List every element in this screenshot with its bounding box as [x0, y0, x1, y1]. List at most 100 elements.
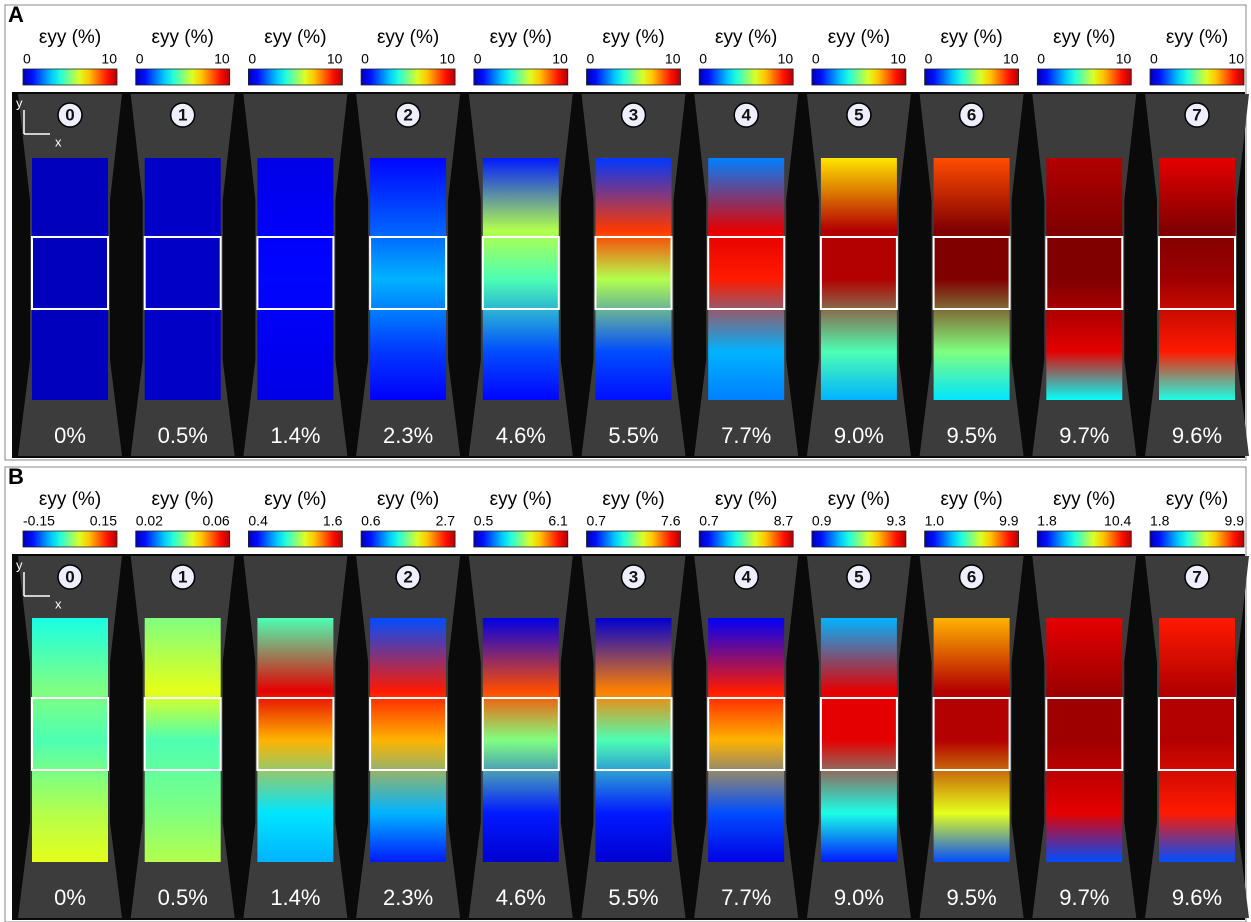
roi-box [707, 236, 786, 310]
colorbar-title: εyy (%) [828, 489, 890, 510]
strain-field [144, 618, 221, 862]
roi-box [819, 236, 898, 310]
stage-marker [395, 564, 421, 590]
colorbar-title: εyy (%) [377, 27, 439, 48]
colorbar-min: 0 [699, 51, 707, 67]
colorbar-max: 9.9 [1225, 513, 1245, 529]
stage-marker [958, 564, 985, 590]
axis-label-y: y [16, 557, 23, 572]
colorbar-title: εyy (%) [715, 27, 777, 48]
colorbar-title: εyy (%) [1053, 27, 1115, 48]
strain-field [257, 158, 334, 400]
colorbar-min: 1.8 [1037, 513, 1057, 529]
colorbar [360, 68, 456, 86]
strain-label: 1.4% [270, 885, 320, 910]
colorbar [247, 68, 343, 86]
stage-number: 2 [403, 567, 412, 586]
strain-field [32, 158, 108, 400]
colorbar-max: 0.15 [90, 513, 117, 529]
strain-label: 9.5% [947, 885, 997, 910]
strain-field [595, 158, 672, 400]
colorbar-title: εyy (%) [152, 27, 214, 48]
colorbar-max: 10 [214, 51, 230, 67]
colorbar [924, 530, 1019, 548]
stage-marker [57, 102, 83, 128]
stage-number: 7 [1192, 567, 1201, 586]
strain-field [708, 158, 785, 400]
strain-label: 7.7% [721, 423, 771, 448]
colorbar [924, 68, 1019, 86]
colorbar-max: 10 [327, 51, 343, 67]
stage-number: 6 [967, 567, 976, 586]
panel-label: A [8, 2, 24, 27]
colorbar-max: 10 [1003, 51, 1019, 67]
stage-marker [733, 564, 759, 590]
colorbar-title: εyy (%) [828, 27, 890, 48]
stage-number: 0 [65, 105, 74, 124]
roi-box [369, 697, 448, 771]
colorbar-title: εyy (%) [490, 489, 552, 510]
colorbar-title: εyy (%) [39, 27, 101, 48]
strain-field [1046, 618, 1123, 862]
colorbar-title: εyy (%) [264, 27, 326, 48]
stage-number: 5 [854, 105, 863, 124]
axis-arrows [23, 110, 50, 135]
stage-number: 6 [967, 105, 976, 124]
stage-marker [958, 102, 985, 128]
colorbar-min: 0 [248, 51, 256, 67]
strain-label: 2.3% [383, 423, 433, 448]
stage-number: 3 [629, 105, 638, 124]
stage-number: 1 [178, 567, 187, 586]
roi-box [143, 236, 222, 310]
strain-field [370, 158, 447, 400]
colorbar-min: 0.5 [474, 513, 494, 529]
strain-label: 4.6% [496, 885, 546, 910]
colorbar [1036, 68, 1132, 86]
strain-field [820, 158, 897, 400]
strain-field [708, 618, 785, 862]
colorbar [586, 68, 681, 86]
roi-box [1045, 236, 1124, 310]
roi-box [31, 236, 109, 310]
stage-number: 4 [741, 105, 751, 124]
colorbar-min: 0.7 [699, 513, 719, 529]
stage-number: 4 [741, 567, 751, 586]
strain-field [1159, 618, 1235, 862]
colorbar-min: 0.9 [812, 513, 832, 529]
colorbar-min: 0.7 [587, 513, 607, 529]
colorbar [247, 530, 343, 548]
colorbar-min: 0.6 [361, 513, 381, 529]
strain-label: 2.3% [383, 885, 433, 910]
strain-field [933, 618, 1010, 862]
colorbar-title: εyy (%) [602, 489, 664, 510]
colorbar-min: 0 [1037, 51, 1045, 67]
colorbar-title: εyy (%) [1166, 489, 1228, 510]
colorbar-title: εyy (%) [39, 489, 101, 510]
strain-field [482, 158, 559, 400]
strain-field [257, 618, 334, 862]
colorbar-min: 0 [587, 51, 595, 67]
colorbar-max: 7.6 [661, 513, 681, 529]
colorbar-title: εyy (%) [715, 489, 777, 510]
colorbar-min: 1.0 [925, 513, 945, 529]
colorbar-min: 0 [812, 51, 820, 67]
roi-box [1158, 697, 1236, 771]
colorbar-max: 10 [665, 51, 681, 67]
colorbar-max: 0.06 [202, 513, 229, 529]
colorbar [586, 530, 681, 548]
roi-box [481, 697, 560, 771]
strain-label: 9.0% [834, 885, 884, 910]
colorbar-title: εyy (%) [940, 27, 1002, 48]
colorbar-title: εyy (%) [1166, 27, 1228, 48]
stage-marker [620, 102, 647, 128]
colorbar-title: εyy (%) [940, 489, 1002, 510]
colorbar-max: 10 [1116, 51, 1132, 67]
colorbar-title: εyy (%) [602, 27, 664, 48]
colorbar-max: 10 [552, 51, 568, 67]
colorbar [811, 530, 907, 548]
strain-label: 1.4% [270, 423, 320, 448]
strain-field [820, 618, 897, 862]
roi-box [594, 697, 673, 771]
colorbar [698, 68, 794, 86]
roi-box [369, 236, 448, 310]
